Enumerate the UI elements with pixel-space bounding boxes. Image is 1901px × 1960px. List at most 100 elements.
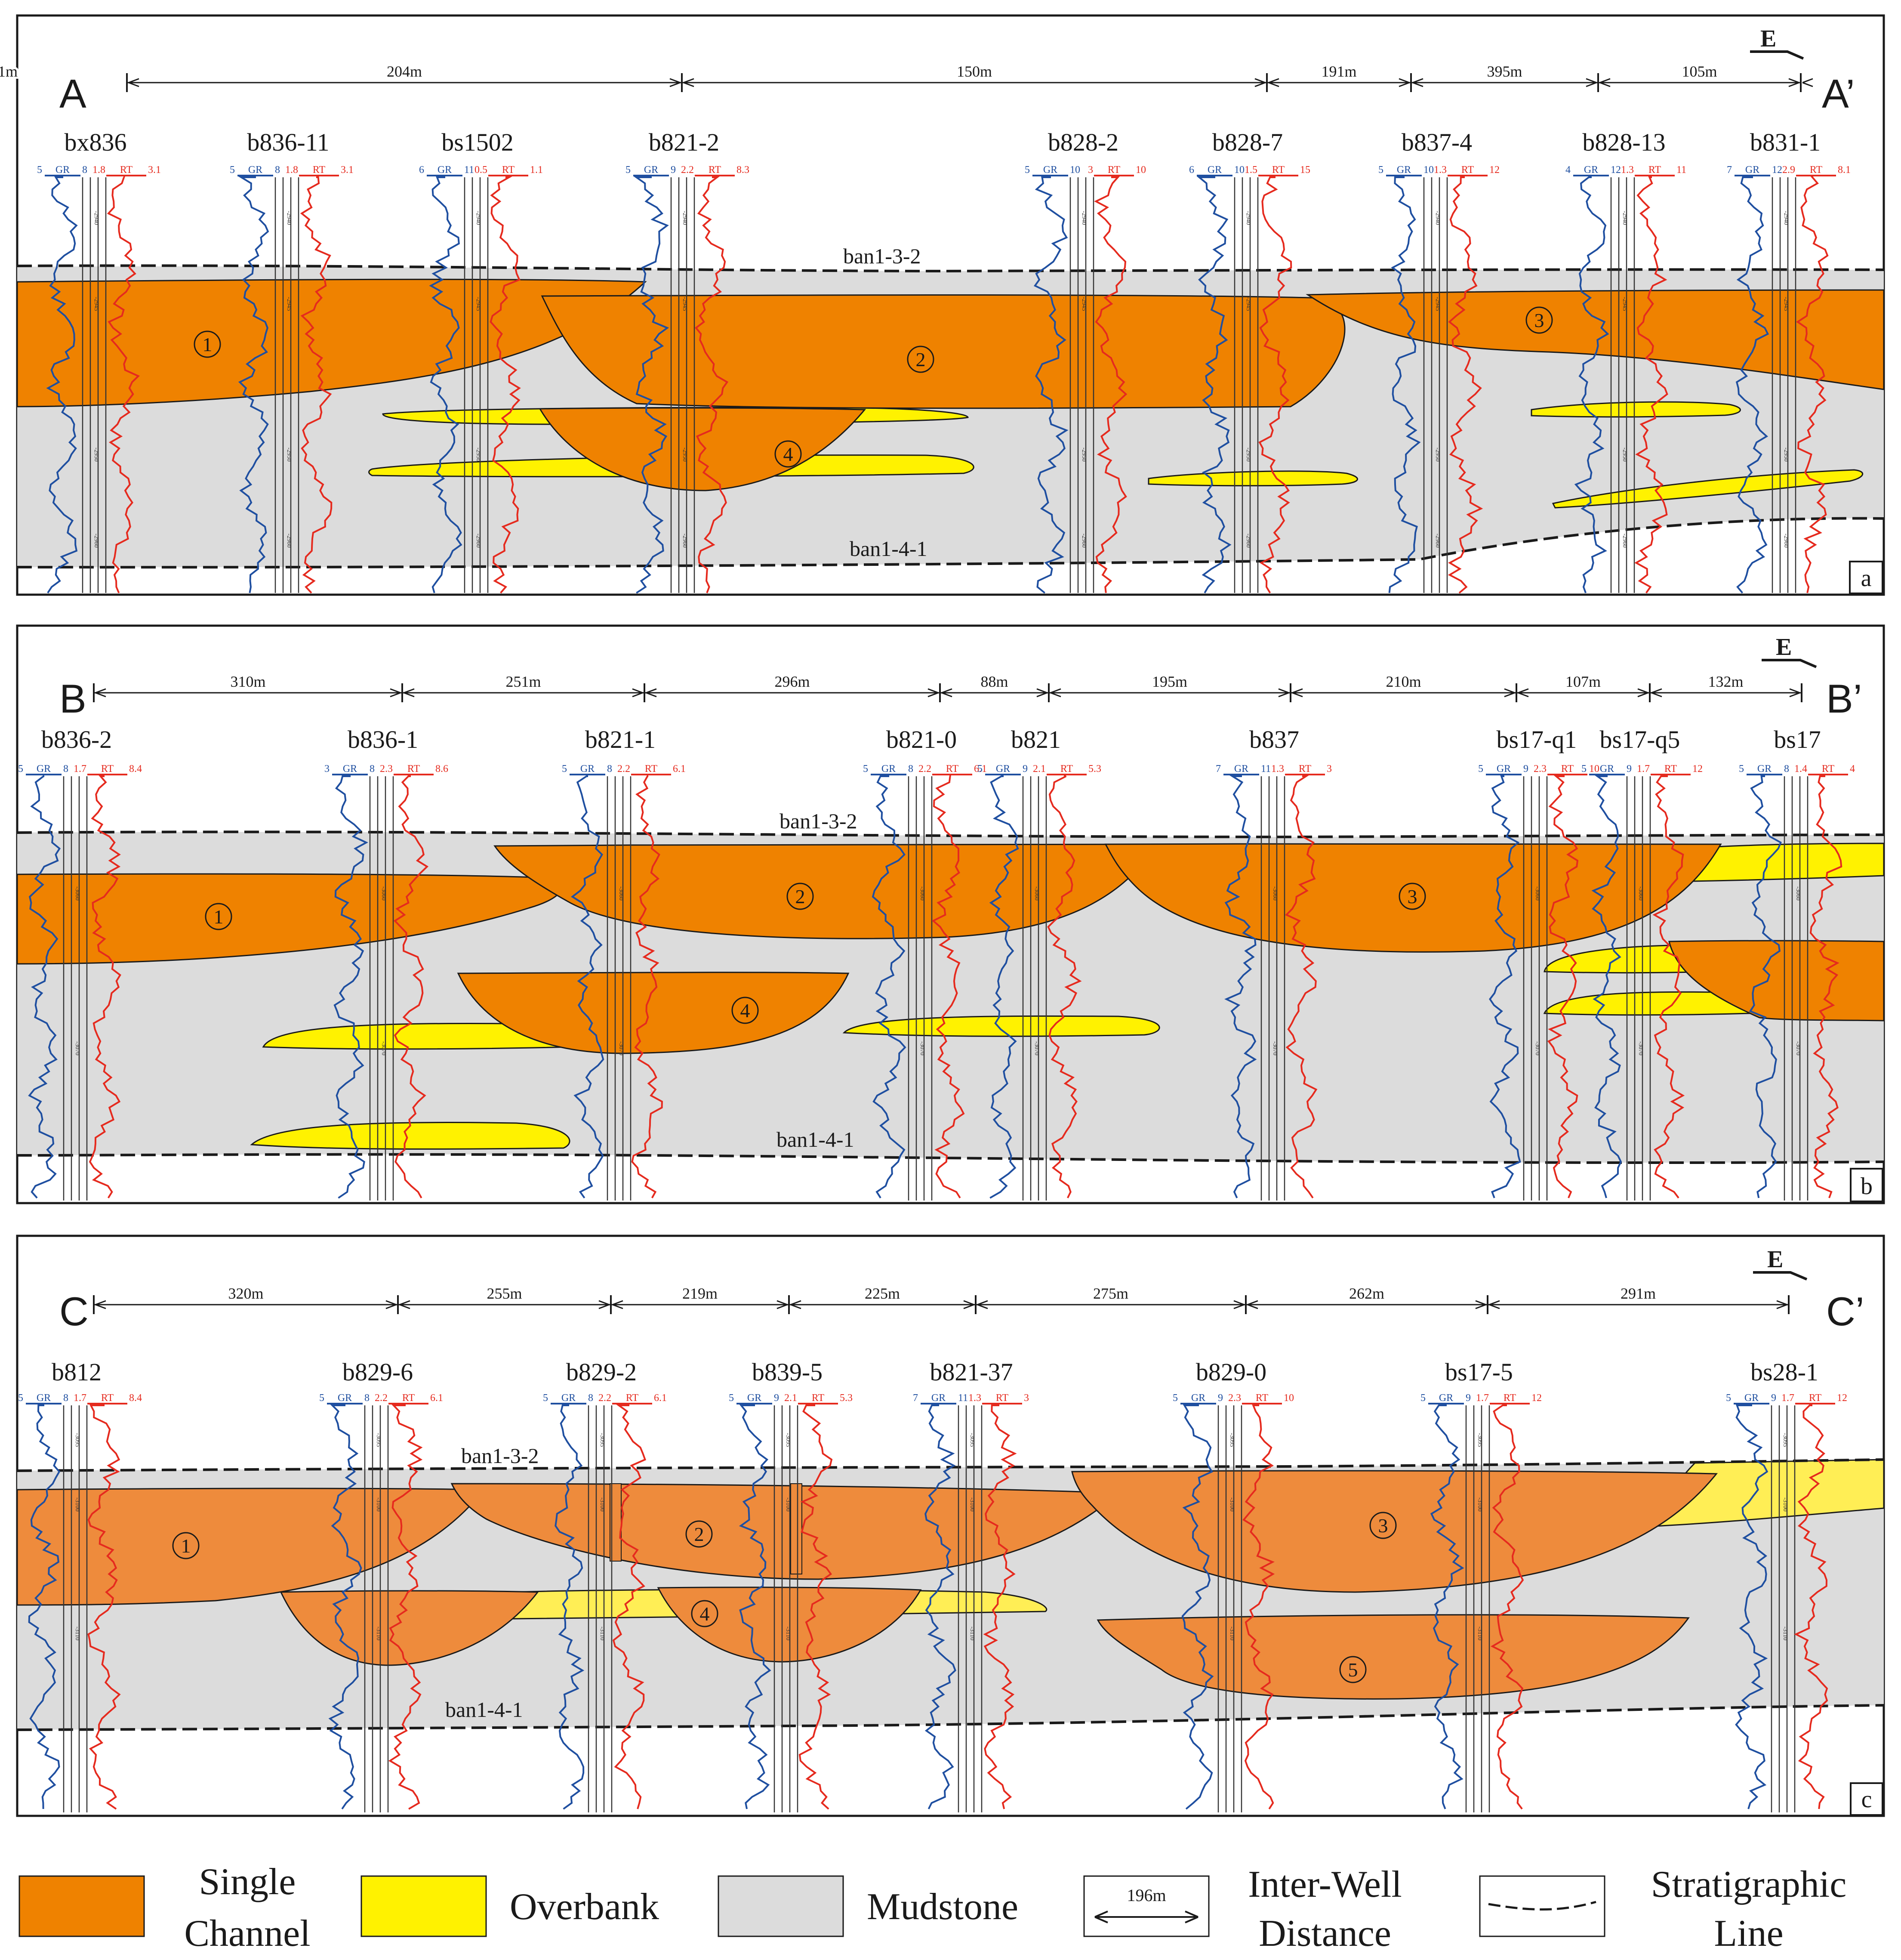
gr-scale-max: 10 <box>1070 164 1080 176</box>
channel-body <box>541 294 1346 409</box>
rt-scale-max: 3.1 <box>148 164 161 176</box>
gr-curve <box>1224 775 1257 1198</box>
rt-scale-min: 1.7 <box>74 763 86 775</box>
rt-scale-label: RT <box>1299 763 1312 775</box>
gr-scale-label: GR <box>1745 164 1759 176</box>
gr-curve <box>1033 176 1069 594</box>
rt-curve <box>1490 1404 1524 1810</box>
gr-curve <box>238 176 269 593</box>
rt-scale-min: 1.4 <box>1794 763 1807 775</box>
rt-scale-min: 1.3 <box>1434 164 1447 176</box>
gr-curve <box>571 775 604 1199</box>
well-log: b821-37 7 GR 11 1.3 RT 3 -3095 -3100 -3110 <box>913 1358 1029 1812</box>
legend-label-strat-line2: Line <box>1714 1913 1783 1954</box>
rt-scale-max: 8.1 <box>1838 164 1851 176</box>
rt-curve <box>612 1404 647 1809</box>
north-arrow: E <box>1750 25 1804 60</box>
well-log: b836-1 3 GR 8 2.3 RT 8.6 -3060 -3070 <box>324 725 448 1201</box>
rt-scale-label: RT <box>709 164 721 176</box>
channel-body <box>280 1590 539 1666</box>
panel-letter-box <box>1850 1782 1883 1816</box>
overbank-body <box>1552 469 1864 509</box>
well-log: b837-4 5 GR 10 1.3 RT 12 -2940 -2945 -2950 -2960 <box>1378 128 1500 594</box>
channel-number: 3 <box>1369 1512 1397 1539</box>
dashed-line-icon <box>1488 1901 1596 1911</box>
distance-arrowhead-icon <box>1489 1300 1787 1309</box>
rt-curve <box>1047 775 1082 1198</box>
gr-scale-min: 5 <box>1581 763 1587 775</box>
depth-label: -3095 <box>785 1433 791 1447</box>
depth-label: -3060 <box>1637 886 1644 901</box>
inter-well-distance: 204m <box>387 63 422 80</box>
gr-scale-max: 8 <box>607 763 612 775</box>
depth-label: -2945 <box>1621 297 1628 311</box>
gr-scale-label: GR <box>338 1392 352 1404</box>
depth-label: -2950 <box>286 448 292 462</box>
rt-curve <box>695 176 729 593</box>
depth-label: -2940 <box>475 211 481 225</box>
depth-label: -2960 <box>1081 534 1087 548</box>
well-name: bs17-5 <box>1445 1358 1513 1386</box>
gr-curve <box>1749 775 1782 1198</box>
depth-label: -2960 <box>1621 534 1628 548</box>
rt-scale-max: 3 <box>1024 1392 1029 1404</box>
inter-well-distance: 121m <box>0 63 18 80</box>
rt-scale-max: 6.1 <box>430 1392 443 1404</box>
depth-label: -2940 <box>1621 211 1628 225</box>
rt-curve <box>983 1404 1017 1809</box>
gr-scale-min: 5 <box>1478 763 1483 775</box>
rt-scale-label: RT <box>1256 1392 1269 1404</box>
gr-curve <box>1591 775 1622 1198</box>
inter-well-distance: 105m <box>1682 63 1717 80</box>
rt-scale-max: 12 <box>1837 1392 1847 1404</box>
gr-scale-min: 6 <box>1189 164 1194 176</box>
depth-label: -2940 <box>1434 211 1441 225</box>
well-name: b828-7 <box>1212 128 1283 156</box>
rt-scale-label: RT <box>996 1392 1009 1404</box>
gr-scale-min: 5 <box>230 164 235 176</box>
depth-label: -3110 <box>1782 1627 1788 1640</box>
legend-swatch-distance <box>1083 1875 1210 1937</box>
well-name: bs1502 <box>441 128 514 156</box>
gr-scale-label: GR <box>438 164 452 176</box>
depth-label: -3110 <box>969 1627 975 1640</box>
well-name: b829-0 <box>1196 1358 1266 1386</box>
gr-scale-label: GR <box>1497 763 1511 775</box>
gr-scale-min: 5 <box>977 763 983 775</box>
well-name: b812 <box>52 1358 102 1386</box>
depth-label: -3060 <box>1795 886 1801 901</box>
well-name: bx836 <box>65 128 127 156</box>
depth-label: -3095 <box>969 1433 975 1447</box>
rt-scale-min: 1.3 <box>968 1392 981 1404</box>
depth-label: -3100 <box>1476 1497 1483 1512</box>
direction-label: E <box>1776 634 1792 661</box>
inter-well-distance: 210m <box>1386 673 1421 690</box>
distance-arrowhead-icon <box>95 688 401 698</box>
panel-letter-box <box>1849 561 1883 594</box>
rt-scale-max: 12 <box>1489 164 1500 176</box>
bottom-marker-label: ban1-4-1 <box>776 1127 854 1151</box>
depth-label: -3110 <box>785 1627 791 1640</box>
well-log: b828-13 4 GR 12 1.3 RT 11 -2940 -2945 -2950 -2960 <box>1565 128 1686 594</box>
gr-scale-label: GR <box>881 763 896 775</box>
depth-label: -3070 <box>1637 1041 1644 1056</box>
channel-body <box>16 1488 486 1606</box>
gr-curve <box>429 176 462 593</box>
depth-label: -2960 <box>93 534 99 548</box>
inter-well-distance: 395m <box>1487 63 1522 80</box>
well-name: b829-2 <box>566 1358 637 1386</box>
depth-label: -3110 <box>599 1627 605 1640</box>
gr-curve <box>1181 1404 1214 1810</box>
gr-scale-min: 5 <box>1420 1392 1426 1404</box>
depth-label: -2950 <box>1621 448 1628 462</box>
well-name: bs28-1 <box>1750 1358 1818 1386</box>
inter-well-distance: 320m <box>228 1285 263 1302</box>
gr-scale-min: 5 <box>1173 1392 1178 1404</box>
depth-label: -3095 <box>375 1433 382 1447</box>
svg-text:4: 4 <box>740 1000 750 1022</box>
well-log: bs17-5 5 GR 9 1.7 RT 12 -3095 -3100 -3110 <box>1420 1358 1542 1812</box>
rt-scale-min: 2.2 <box>375 1392 388 1404</box>
inter-well-distance: 255m <box>487 1285 522 1302</box>
rt-scale-label: RT <box>120 164 133 176</box>
svg-text:1: 1 <box>181 1535 191 1557</box>
